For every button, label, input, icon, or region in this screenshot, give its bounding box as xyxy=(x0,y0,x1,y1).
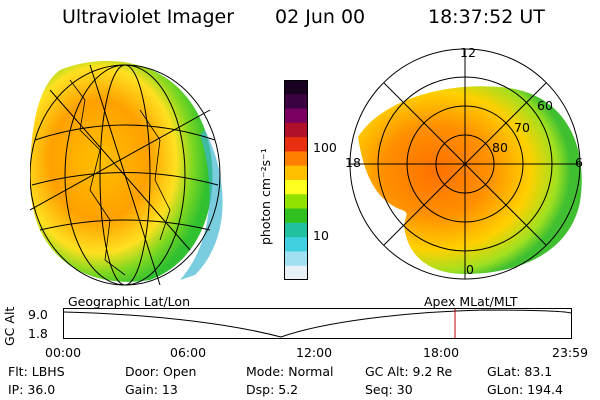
mlt-label-12: 12 xyxy=(460,45,476,60)
globe-image xyxy=(30,60,223,286)
lat-label-60: 60 xyxy=(537,98,553,113)
mlt-label-0: 0 xyxy=(466,262,474,277)
timeline-ylabel: GC Alt xyxy=(2,306,17,346)
timeline-xtick-4: 23:59 xyxy=(552,345,589,360)
colorbar-swatch xyxy=(284,108,308,124)
geographic-label: Geographic Lat/Lon xyxy=(68,294,190,309)
colorbar-swatch xyxy=(284,237,308,252)
colorbar-tick-100: 100 xyxy=(313,140,337,155)
info-seq: Seq: 30 xyxy=(365,382,413,397)
mlt-label-18: 18 xyxy=(345,155,361,170)
colorbar-swatch xyxy=(284,165,308,181)
timeline-xtick-0: 00:00 xyxy=(45,345,82,360)
info-ip: IP: 36.0 xyxy=(8,382,56,397)
timeline-plot xyxy=(63,308,572,339)
info-glon: GLon: 194.4 xyxy=(487,382,563,397)
colorbar-swatch xyxy=(284,122,308,138)
colorbar-tick-10: 10 xyxy=(313,228,329,243)
colorbar-swatch xyxy=(284,222,308,238)
polar-plot xyxy=(349,48,582,280)
info-flt: Flt: LBHS xyxy=(8,364,65,379)
colorbar-unit-label: photon cm⁻²s⁻¹ xyxy=(258,148,273,245)
colorbar-swatch xyxy=(284,265,308,280)
info-dsp: Dsp: 5.2 xyxy=(246,382,299,397)
colorbar-swatch xyxy=(284,194,308,210)
timeline-ytick-top: 9.0 xyxy=(28,307,48,322)
lat-label-80: 80 xyxy=(492,140,508,155)
colorbar-swatch xyxy=(284,80,308,95)
colorbar-swatch xyxy=(284,251,308,267)
info-glat: GLat: 83.1 xyxy=(487,364,553,379)
lat-label-70: 70 xyxy=(514,120,530,135)
info-gc-alt: GC Alt: 9.2 Re xyxy=(365,364,453,379)
colorbar-swatch xyxy=(284,137,308,152)
color-bar xyxy=(284,80,308,280)
timeline-xtick-2: 12:00 xyxy=(296,345,333,360)
instrument-title: Ultraviolet Imager xyxy=(62,6,235,28)
mlt-label-6: 6 xyxy=(575,155,583,170)
timeline-xtick-3: 18:00 xyxy=(423,345,460,360)
date-label: 02 Jun 00 xyxy=(275,6,366,28)
colorbar-swatch xyxy=(284,208,308,224)
info-gain: Gain: 13 xyxy=(125,382,178,397)
timeline-xtick-1: 06:00 xyxy=(170,345,207,360)
info-mode: Mode: Normal xyxy=(246,364,334,379)
timeline-ytick-bottom: 1.8 xyxy=(28,326,48,341)
colorbar-swatch xyxy=(284,151,308,167)
colorbar-swatch xyxy=(284,180,308,195)
info-door: Door: Open xyxy=(125,364,197,379)
apex-label: Apex MLat/MLT xyxy=(424,294,518,309)
colorbar-swatch xyxy=(284,94,308,110)
time-label: 18:37:52 UT xyxy=(428,6,545,28)
